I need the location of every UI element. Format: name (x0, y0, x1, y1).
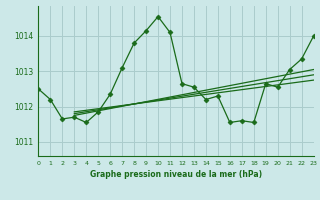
X-axis label: Graphe pression niveau de la mer (hPa): Graphe pression niveau de la mer (hPa) (90, 170, 262, 179)
